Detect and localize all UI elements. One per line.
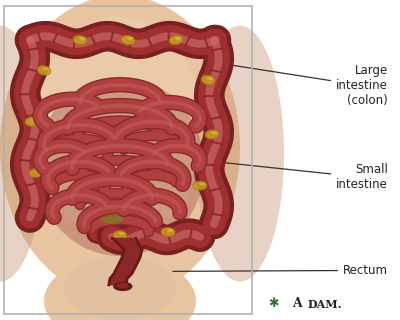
Text: Rectum: Rectum [173, 264, 388, 277]
Ellipse shape [119, 232, 125, 235]
Ellipse shape [108, 173, 132, 186]
Ellipse shape [167, 229, 173, 232]
Ellipse shape [79, 37, 85, 40]
Ellipse shape [37, 66, 51, 75]
Text: ✱: ✱ [268, 297, 278, 310]
Polygon shape [109, 238, 142, 285]
Ellipse shape [161, 228, 175, 236]
Bar [4, 6, 252, 314]
Ellipse shape [0, 26, 44, 282]
Ellipse shape [45, 206, 59, 216]
Text: Large
intestine
(colon): Large intestine (colon) [217, 63, 388, 107]
Ellipse shape [64, 256, 176, 320]
Ellipse shape [0, 0, 240, 299]
Ellipse shape [51, 208, 57, 211]
Ellipse shape [100, 211, 124, 224]
Ellipse shape [127, 37, 133, 40]
Ellipse shape [114, 283, 132, 291]
Ellipse shape [36, 77, 204, 256]
Text: DAM.: DAM. [308, 299, 342, 310]
Ellipse shape [36, 16, 204, 240]
Ellipse shape [193, 181, 207, 190]
Ellipse shape [121, 36, 135, 44]
Ellipse shape [113, 231, 127, 240]
Ellipse shape [29, 168, 43, 177]
Ellipse shape [199, 182, 205, 186]
Ellipse shape [211, 131, 217, 134]
Text: A: A [292, 297, 302, 310]
Text: Small
intestine: Small intestine [217, 162, 388, 191]
Ellipse shape [117, 283, 129, 288]
Ellipse shape [31, 118, 37, 122]
Ellipse shape [100, 128, 124, 141]
Ellipse shape [43, 67, 49, 70]
Ellipse shape [205, 130, 219, 139]
Ellipse shape [196, 26, 284, 282]
Ellipse shape [175, 37, 181, 40]
Ellipse shape [73, 35, 87, 45]
Ellipse shape [25, 117, 39, 126]
Ellipse shape [169, 35, 183, 45]
Ellipse shape [201, 75, 215, 85]
Ellipse shape [207, 77, 213, 80]
Ellipse shape [35, 170, 41, 173]
Ellipse shape [44, 256, 196, 320]
